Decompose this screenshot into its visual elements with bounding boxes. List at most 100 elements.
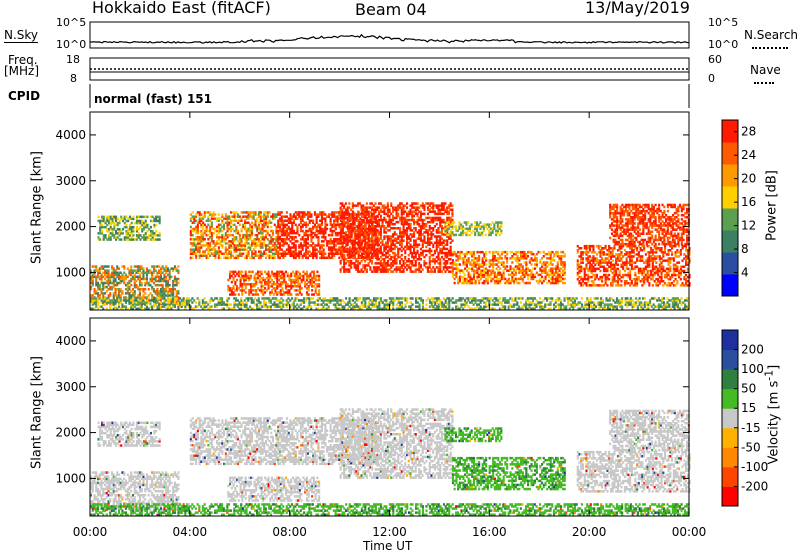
power-cell: [144, 223, 147, 227]
power-cell: [378, 262, 381, 265]
power-cell: [258, 213, 261, 216]
power-cell: [101, 217, 104, 221]
power-cell: [255, 293, 258, 296]
power-cell: [166, 292, 169, 295]
power-cell: [123, 281, 126, 285]
power-cell: [509, 273, 512, 277]
power-cell: [312, 242, 315, 245]
power-cell: [312, 250, 315, 253]
power-cell: [285, 252, 288, 255]
power-cell: [241, 276, 244, 280]
power-cell: [282, 256, 285, 260]
power-cell: [159, 296, 162, 299]
power-cell: [141, 236, 144, 239]
power-cell: [295, 270, 298, 274]
power-cell: [118, 296, 121, 299]
power-cell: [327, 240, 330, 243]
power-cell: [334, 223, 337, 227]
power-cell: [102, 294, 105, 297]
power-cell: [142, 225, 145, 229]
power-cell: [273, 248, 276, 251]
power-cell: [138, 279, 141, 283]
freq-unit-label: [MHz]: [4, 64, 40, 78]
power-cell: [348, 202, 351, 205]
power-cell: [272, 274, 275, 278]
power-cell: [440, 255, 443, 259]
power-cell: [226, 236, 229, 239]
power-cell: [230, 225, 233, 229]
power-cell: [166, 269, 169, 272]
power-cell: [149, 283, 152, 287]
power-cell: [102, 285, 105, 289]
power-cell: [224, 242, 227, 245]
power-cell: [259, 236, 262, 239]
power-cell: [189, 213, 192, 216]
power-cell: [264, 278, 267, 282]
power-cell: [291, 270, 294, 274]
power-cell: [191, 238, 194, 241]
power-cell: [202, 240, 205, 243]
power-cell: [319, 248, 322, 251]
power-cell: [158, 275, 161, 279]
power-cell: [249, 236, 252, 239]
power-cell: [207, 219, 210, 222]
power-cell: [254, 240, 257, 243]
power-cell: [269, 274, 272, 278]
power-cell: [135, 238, 138, 241]
power-cell: [100, 265, 103, 268]
power-cell: [189, 225, 192, 229]
power-cell: [433, 225, 436, 228]
power-cell: [313, 225, 316, 229]
power-cell: [237, 219, 240, 222]
power-cell: [282, 254, 285, 257]
power-cell: [177, 290, 180, 293]
power-cell: [145, 267, 148, 270]
power-cell: [91, 294, 94, 297]
power-cell: [355, 264, 358, 267]
power-cell: [280, 219, 283, 222]
power-cell: [256, 238, 259, 241]
power-cell: [485, 257, 488, 260]
power-cell: [286, 283, 289, 286]
power-cell: [138, 294, 141, 297]
power-cell: [116, 283, 119, 287]
power-cell: [581, 284, 584, 287]
power-cell: [305, 229, 308, 233]
power-cell: [214, 213, 217, 216]
power-cell: [310, 240, 313, 243]
power-cell: [151, 271, 154, 274]
power-cell: [322, 213, 325, 216]
power-cell: [261, 254, 264, 257]
power-cell: [509, 279, 512, 283]
power-cell: [173, 267, 176, 270]
power-cell: [620, 251, 623, 254]
power-cell: [98, 269, 101, 272]
power-cell: [195, 219, 198, 222]
power-cell: [333, 248, 336, 251]
power-cell: [119, 271, 122, 274]
power-cell: [101, 215, 104, 219]
power-cell: [121, 275, 124, 279]
power-cell: [107, 269, 110, 272]
power-cell: [261, 246, 264, 249]
power-cell: [202, 233, 205, 237]
power-cell: [535, 257, 538, 260]
power-cell: [223, 223, 226, 227]
power-cell: [243, 278, 246, 282]
power-cell: [360, 218, 363, 222]
power-cell: [546, 257, 549, 260]
power-cell: [108, 238, 111, 241]
power-cell: [489, 227, 492, 230]
power-cell: [141, 223, 144, 227]
power-cell: [305, 283, 308, 286]
power-cell: [239, 280, 242, 284]
power-cell: [414, 206, 417, 209]
power-cell: [578, 280, 581, 283]
power-cell: [137, 228, 140, 231]
power-cell: [280, 229, 283, 233]
power-cell: [107, 281, 110, 285]
power-cell: [273, 213, 276, 216]
power-cell: [177, 269, 180, 272]
power-cell: [219, 229, 222, 233]
power-cell: [258, 231, 261, 235]
